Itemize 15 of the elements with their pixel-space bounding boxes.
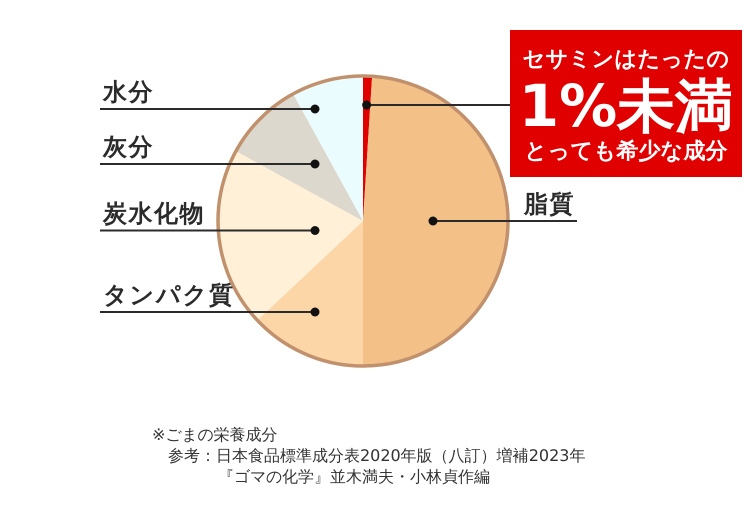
slice-label: 炭水化物 [102,200,205,228]
data-label: 1%未満 [518,72,734,140]
pie-slice [293,76,363,221]
text: セサミンはたったの [522,47,730,72]
pie-slice [257,221,363,366]
slice-label: 灰分 [102,133,154,161]
pie-slice [363,76,508,366]
slice-label: 水分 [102,78,154,106]
text: 参考：日本食品標準成分表2020年版（八訂）増補2023年 [168,446,586,465]
slice-label: 脂質 [523,190,575,218]
pie-slice [236,94,363,221]
text: ※ごまの栄養成分 [152,425,278,444]
text: とっても希少な成分 [524,139,728,164]
slice-label: タンパク質 [103,281,234,309]
text: 『ゴマの化学』並木満夫・小林貞作編 [218,467,490,486]
